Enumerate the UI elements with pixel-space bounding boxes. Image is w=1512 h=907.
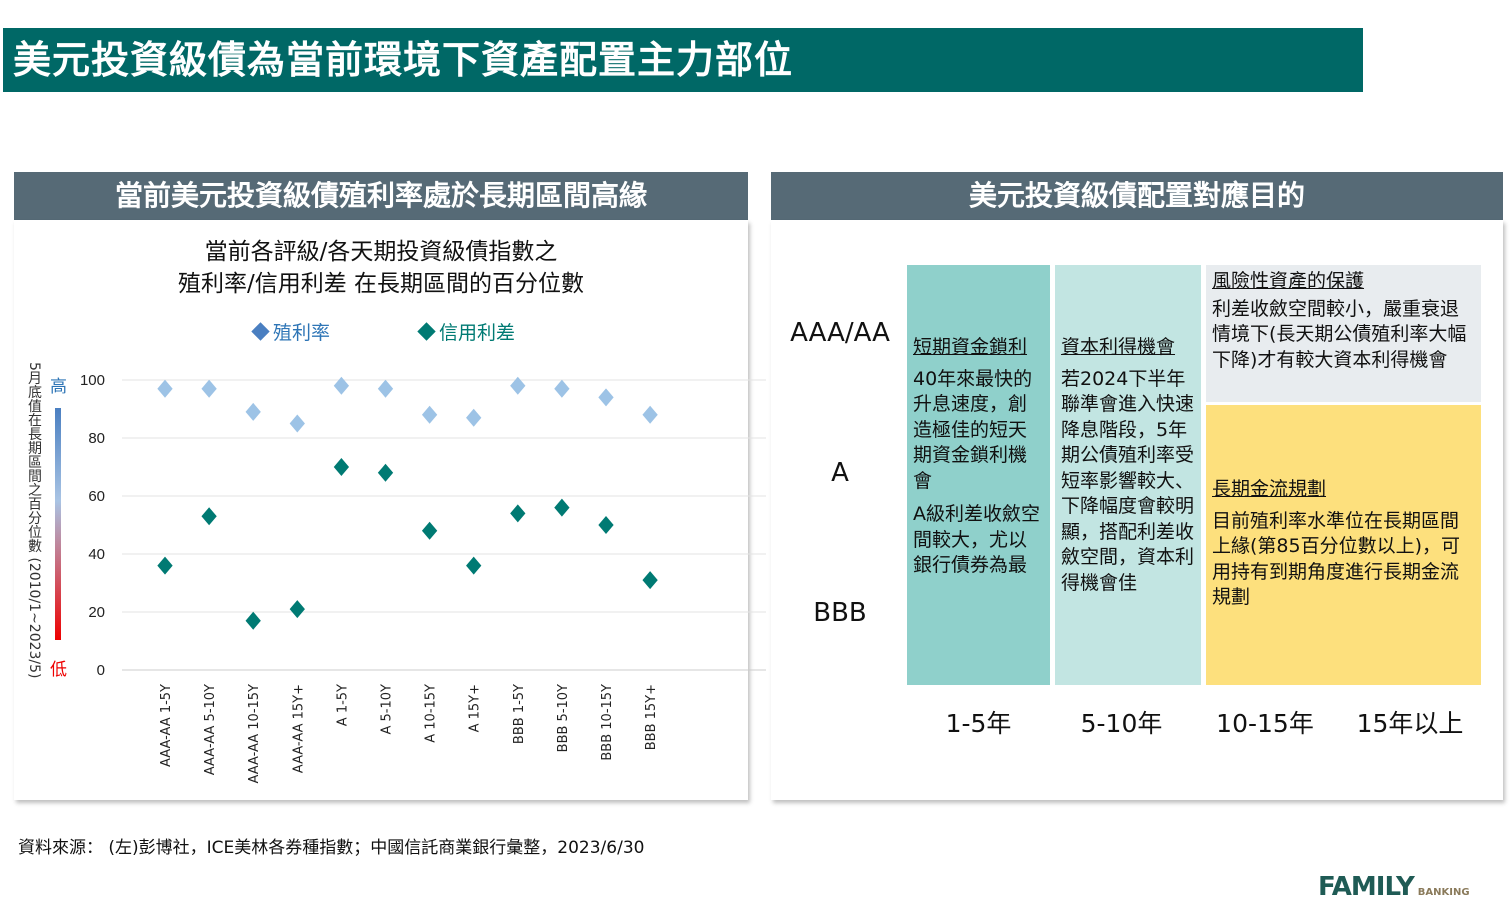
y-high-label: 高 <box>50 377 67 397</box>
cell-body: A級利差收斂空間較大，尤以銀行債券為最 <box>913 503 1040 576</box>
data-point <box>333 376 350 395</box>
chart-title-line: 當前各評級/各天期投資級債指數之 <box>204 239 558 265</box>
data-point <box>598 388 614 407</box>
legend-spread: 信用利差 <box>417 318 516 345</box>
data-point <box>157 556 173 575</box>
col-label: 15年以上 <box>1356 709 1464 738</box>
y-axis-label: 5月底值在長期區間之百分位數 (2010/1~2023/5) <box>26 362 42 679</box>
family-banking-logo: FAMILY BANKING <box>1318 872 1470 902</box>
data-point <box>245 402 261 421</box>
x-tick-label: A 15Y+ <box>468 684 483 732</box>
data-point <box>421 521 438 540</box>
data-point <box>377 463 394 482</box>
x-tick-label: BBB 1-5Y <box>512 684 527 744</box>
right-panel-header: 美元投資級債配置對應目的 <box>771 172 1503 220</box>
data-point <box>554 379 570 398</box>
x-tick-label: A 1-5Y <box>335 684 350 726</box>
cell-short-term: 短期資金鎖利 40年來最快的升息速度，創造極佳的短天期資金鎖利機會 A級利差收斂… <box>907 265 1050 685</box>
cell-heading: 風險性資產的保護 <box>1212 270 1365 292</box>
x-tick-label: AAA-AA 1-5Y <box>159 684 174 767</box>
x-tick-label: AAA-AA 15Y+ <box>291 684 306 773</box>
data-point <box>510 504 526 523</box>
row-label: BBB <box>813 598 867 628</box>
cell-body: 目前殖利率水準位在長期區間上緣(第85百分位數以上)，可用持有到期角度進行長期金… <box>1212 509 1461 609</box>
row-label: A <box>831 458 849 488</box>
y-low-label: 低 <box>50 660 67 680</box>
x-tick-label: BBB 10-15Y <box>600 684 615 761</box>
data-point <box>201 507 217 526</box>
col-label: 5-10年 <box>1080 709 1163 738</box>
cell-body: 利差收斂空間較小，嚴重衰退情境下(長天期公債殖利率大幅下降)才有較大資本利得機會 <box>1212 297 1467 371</box>
cell-heading: 資本利得機會 <box>1061 336 1176 358</box>
left-panel-header: 當前美元投資級債殖利率處於長期區間高緣 <box>14 172 748 220</box>
data-point <box>642 405 658 424</box>
cell-heading: 短期資金鎖利 <box>913 336 1028 358</box>
scatter-chart: 0 20 40 60 80 100 AAA-AA 1-5Y AAA-AA 5-10Y AAA-A… <box>80 372 766 784</box>
cell-body: 40年來最快的升息速度，創造極佳的短天期資金鎖利機會 <box>913 367 1033 492</box>
data-point <box>421 405 438 424</box>
data-point <box>510 376 526 395</box>
cell-capital-gain: 資本利得機會 若2024下半年聯準會進入快速降息階段，5年期公債殖利率受短率影響… <box>1055 265 1201 685</box>
x-tick-label: BBB 5-10Y <box>556 684 571 752</box>
col-label: 1-5年 <box>945 709 1012 738</box>
y-tick-label: 20 <box>88 604 105 621</box>
cell-long-term-cashflow: 長期金流規劃 目前殖利率水準位在長期區間上緣(第85百分位數以上)，可用持有到期… <box>1206 405 1481 685</box>
cell-body: 若2024下半年聯準會進入快速降息階段，5年期公債殖利率受短率影響較大、下降幅度… <box>1061 367 1195 594</box>
data-point <box>466 556 482 575</box>
col-label: 10-15年 <box>1216 709 1314 738</box>
data-point <box>289 600 305 619</box>
x-tick-label: A 10-15Y <box>424 684 439 743</box>
chart-title: 當前各評級/各天期投資級債指數之 殖利率/信用利差 在長期區間的百分位數 <box>14 236 748 300</box>
data-point <box>289 414 305 433</box>
data-point <box>245 611 261 630</box>
data-point <box>554 498 570 517</box>
legend-yield: 殖利率 <box>251 318 331 345</box>
cell-heading: 長期金流規劃 <box>1212 478 1327 500</box>
x-tick-label: A 5-10Y <box>380 684 395 735</box>
data-point <box>642 571 658 590</box>
data-point <box>333 458 350 476</box>
left-panel <box>14 220 748 800</box>
data-point <box>466 408 482 427</box>
high-low-arrow <box>55 408 61 640</box>
legend-label: 殖利率 <box>273 322 331 344</box>
data-point <box>377 379 394 398</box>
page-title: 美元投資級債為當前環境下資產配置主力部位 <box>3 28 1363 92</box>
y-tick-label: 100 <box>80 372 105 389</box>
y-tick-label: 60 <box>88 488 105 505</box>
source-note: 資料來源： (左)彭博社，ICE美林各券種指數；中國信託商業銀行彙整，2023/… <box>18 838 645 858</box>
y-tick-label: 0 <box>97 662 105 679</box>
data-point <box>157 379 173 398</box>
cell-risk-protection: 風險性資產的保護 利差收斂空間較小，嚴重衰退情境下(長天期公債殖利率大幅下降)才… <box>1206 265 1481 402</box>
chart-title-line: 殖利率/信用利差 在長期區間的百分位數 <box>177 271 585 297</box>
y-tick-label: 80 <box>88 430 105 447</box>
y-tick-label: 40 <box>88 546 105 563</box>
legend-label: 信用利差 <box>439 322 516 344</box>
data-point <box>598 516 614 534</box>
x-tick-label: AAA-AA 5-10Y <box>203 684 218 775</box>
x-tick-label: BBB 15Y+ <box>644 684 659 750</box>
data-point <box>201 379 217 398</box>
row-label: AAA/AA <box>790 318 890 348</box>
x-tick-label: AAA-AA 10-15Y <box>247 684 262 784</box>
